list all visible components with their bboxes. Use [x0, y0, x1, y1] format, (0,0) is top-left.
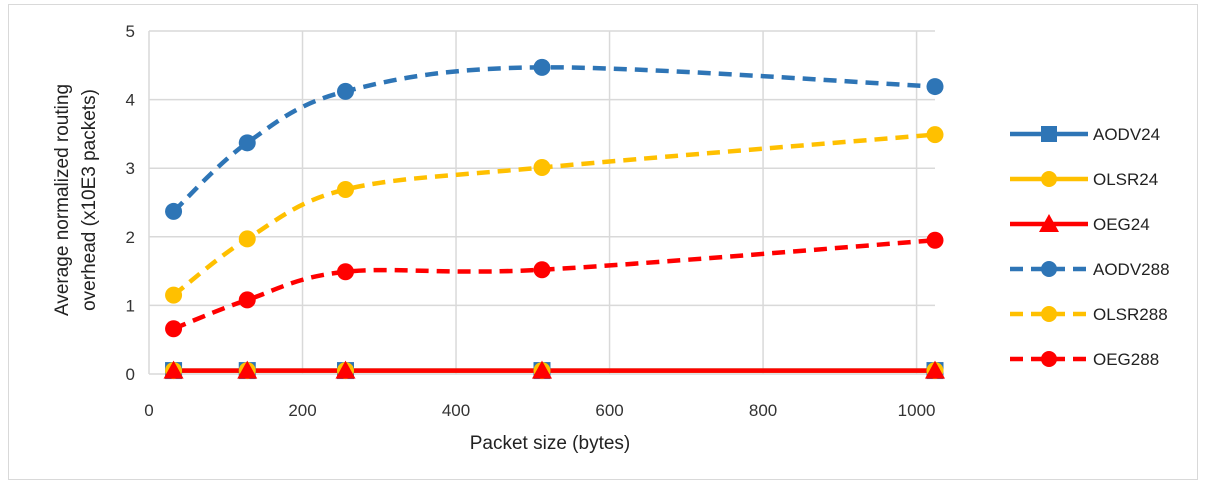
- legend-marker-AODV24: [1041, 126, 1057, 142]
- axes: [148, 31, 935, 375]
- chart-frame: [8, 4, 1198, 480]
- x-tick-label-0: 0: [144, 401, 153, 420]
- marker-OEG24-3: [532, 360, 552, 379]
- legend-label-OEG288: OEG288: [1093, 350, 1159, 369]
- legend-label-OLSR24: OLSR24: [1093, 170, 1158, 189]
- y-tick-label-1: 1: [126, 296, 135, 315]
- marker-OEG24-0: [163, 360, 184, 379]
- marker-AODV288-1: [238, 134, 256, 152]
- marker-OLSR288-0: [165, 286, 183, 304]
- marker-OEG24-2: [335, 360, 356, 379]
- legend-label-OLSR288: OLSR288: [1093, 305, 1168, 324]
- legend-marker-OLSR288: [1041, 306, 1057, 322]
- legend-label-AODV288: AODV288: [1093, 260, 1170, 279]
- y-tick-label-3: 3: [126, 159, 135, 178]
- marker-OEG288-3: [533, 261, 551, 279]
- legend: AODV24 OLSR24 OEG24 AODV288 OLSR288 OEG288: [1010, 125, 1170, 369]
- marker-OEG288-1: [238, 291, 256, 309]
- legend-marker-OEG24: [1039, 214, 1059, 232]
- marker-OLSR288-2: [337, 180, 354, 198]
- marker-OEG24-1: [237, 360, 258, 379]
- y-tick-label-4: 4: [126, 91, 135, 110]
- legend-label-OEG24: OEG24: [1093, 215, 1150, 234]
- x-axis-title: Packet size (bytes): [470, 433, 631, 454]
- series-markers: [163, 58, 945, 380]
- marker-OLSR288-1: [238, 230, 256, 248]
- marker-OEG24-4: [925, 360, 945, 379]
- series-line-AODV288: [172, 65, 936, 214]
- marker-OLSR288-4: [926, 126, 944, 144]
- y-axis-title: Average normalized routing overhead (x10…: [52, 84, 100, 316]
- marker-OEG288-0: [165, 320, 183, 338]
- marker-OEG288-4: [926, 231, 944, 249]
- y-tick-label-0: 0: [126, 365, 135, 384]
- x-tick-label-5: 1000: [898, 401, 936, 420]
- x-tick-label-4: 800: [749, 401, 777, 420]
- marker-AODV288-2: [337, 82, 354, 100]
- legend-marker-AODV288: [1041, 261, 1057, 277]
- y-tick-label-5: 5: [126, 22, 135, 41]
- marker-AODV288-4: [926, 78, 944, 96]
- x-tick-label-3: 600: [595, 401, 623, 420]
- marker-AODV288-0: [165, 202, 183, 220]
- legend-label-AODV24: AODV24: [1093, 125, 1160, 144]
- y-axis-title-line-1: Average normalized routing: [52, 84, 73, 316]
- x-tick-label-2: 400: [442, 401, 470, 420]
- series-lines: [172, 65, 936, 373]
- x-tick-label-1: 200: [288, 401, 316, 420]
- marker-AODV288-3: [533, 58, 551, 76]
- marker-OLSR288-3: [533, 159, 551, 177]
- legend-marker-OLSR24: [1041, 171, 1057, 187]
- y-tick-label-2: 2: [126, 228, 135, 247]
- tick-labels: 0 1 2 3 4 5 0 200 400 600 800 1000: [126, 22, 936, 420]
- marker-OEG288-2: [337, 263, 354, 281]
- y-axis-title-line-2: overhead (x10E3 packets): [79, 89, 100, 311]
- series-line-OEG288: [172, 237, 936, 331]
- grid-lines: [149, 30, 935, 374]
- legend-marker-OEG288: [1041, 351, 1057, 367]
